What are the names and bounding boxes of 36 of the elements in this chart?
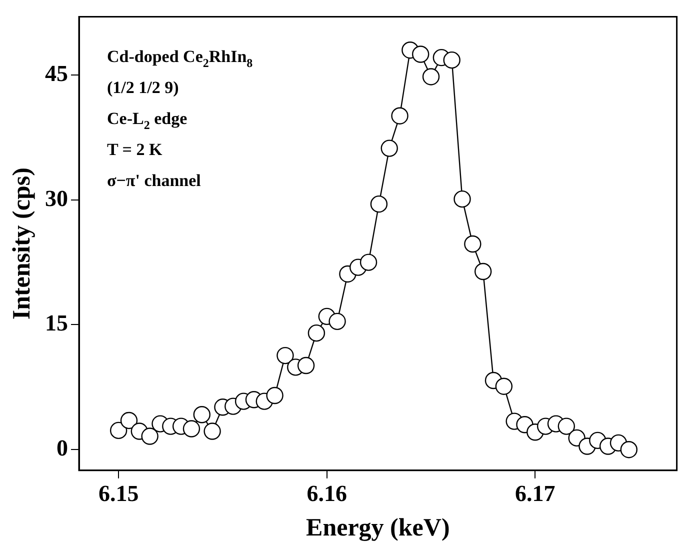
point	[620, 440, 638, 458]
point	[370, 195, 388, 213]
point	[328, 312, 346, 330]
annotation: (1/2 1/2 9)	[107, 78, 179, 97]
x-tick-label: 6.15	[98, 481, 139, 506]
y-axis-title: Intensity (cps)	[8, 168, 36, 320]
point	[266, 386, 284, 404]
point	[110, 422, 128, 440]
y-tick-label: 45	[45, 61, 68, 86]
point	[308, 324, 326, 342]
point	[380, 140, 398, 157]
point	[495, 378, 513, 395]
point	[182, 420, 200, 438]
y-tick-label: 30	[45, 186, 68, 211]
point	[443, 51, 460, 69]
point	[276, 346, 294, 364]
point	[391, 107, 408, 124]
x-axis-title: Energy (keV)	[306, 514, 450, 542]
x-tick-label: 6.16	[306, 481, 347, 506]
point	[120, 412, 138, 430]
y-tick-label: 0	[56, 436, 68, 461]
annotation: T = 2 K	[107, 140, 163, 159]
point	[558, 418, 576, 435]
point	[464, 235, 482, 253]
point	[297, 356, 315, 374]
point	[141, 428, 158, 445]
annotation: σ−π' channel	[107, 170, 202, 190]
point	[474, 262, 492, 280]
point	[454, 190, 471, 208]
y-tick-label: 15	[45, 310, 68, 336]
point	[193, 406, 210, 424]
point	[360, 254, 378, 271]
point	[422, 68, 440, 86]
point	[412, 46, 430, 63]
point	[204, 422, 221, 440]
x-tick-label: 6.17	[515, 481, 556, 506]
